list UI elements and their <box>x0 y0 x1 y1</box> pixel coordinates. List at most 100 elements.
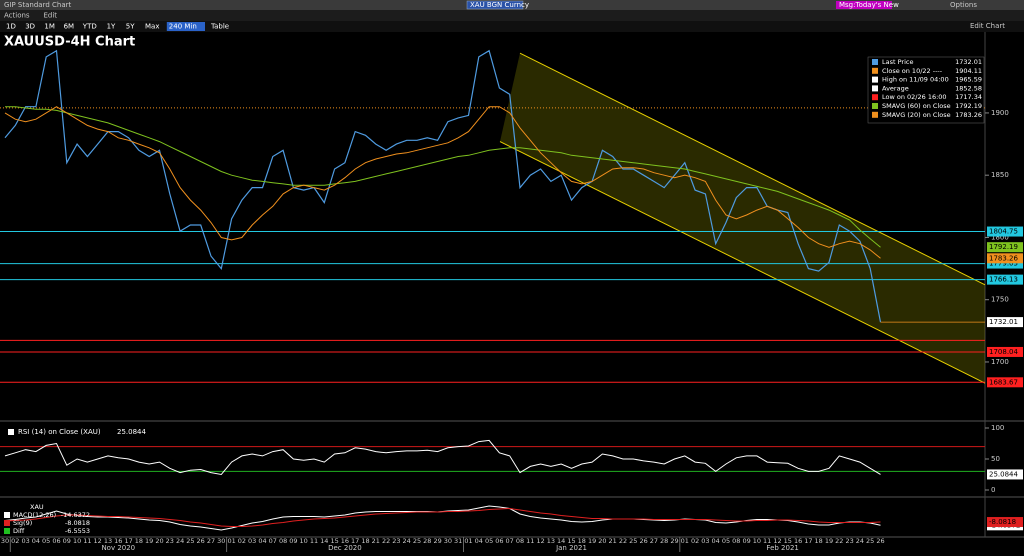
window-title: GIP Standard Chart <box>4 1 71 9</box>
legend-label: Average <box>882 84 909 92</box>
period-button[interactable]: YTD <box>82 23 97 31</box>
price-tag-label: 1732.01 <box>989 318 1018 326</box>
y-tick-label: 50 <box>991 455 1000 463</box>
legend-title: XAU <box>30 503 44 511</box>
channel-upper <box>519 52 986 286</box>
x-tick-label: 01 <box>227 537 235 545</box>
x-tick-label: 06 <box>495 537 503 545</box>
x-tick-label: 31 <box>454 537 462 545</box>
month-label: Nov 2020 <box>101 544 135 552</box>
chart-title: XAUUSD-4H Chart <box>4 35 135 50</box>
x-tick-label: 21 <box>609 537 617 545</box>
x-tick-label: 30 <box>217 537 225 545</box>
legend-swatch <box>4 520 10 526</box>
x-tick-label: 09 <box>63 537 71 545</box>
x-tick-label: 25 <box>629 537 637 545</box>
price-tag-label: 1708.04 <box>989 348 1018 356</box>
period-button[interactable]: Table <box>210 23 229 31</box>
legend-value: 25.0844 <box>117 428 146 436</box>
x-tick-label: 05 <box>485 537 493 545</box>
security-box[interactable] <box>466 0 524 10</box>
x-tick-label: 15 <box>330 537 338 545</box>
legend-label: RSI (14) on Close (XAU) <box>18 428 101 436</box>
legend-swatch <box>872 85 878 92</box>
period-button[interactable]: 6M <box>64 23 75 31</box>
x-tick-label: 26 <box>639 537 647 545</box>
period-button[interactable]: 1Y <box>107 23 116 31</box>
legend-swatch <box>4 512 10 518</box>
x-tick-label: 09 <box>289 537 297 545</box>
y-tick-label: 0 <box>991 486 995 494</box>
x-tick-label: 16 <box>794 537 802 545</box>
x-tick-label: 20 <box>598 537 606 545</box>
x-tick-label: 11 <box>83 537 91 545</box>
x-tick-label: 28 <box>660 537 668 545</box>
x-tick-label: 05 <box>722 537 730 545</box>
price-tag <box>987 226 1023 237</box>
x-tick-label: 23 <box>166 537 174 545</box>
y-tick-label: 1900 <box>991 109 1009 117</box>
security[interactable]: XAU BGN Curncy <box>470 1 529 9</box>
message-box[interactable] <box>836 1 892 9</box>
message[interactable]: Msg:Today's New <box>839 1 899 9</box>
price-tag-label: 1804.75 <box>989 228 1018 236</box>
x-tick-label: 08 <box>279 537 287 545</box>
period-bar <box>0 21 1024 32</box>
x-tick-label: 12 <box>536 537 544 545</box>
period-button[interactable]: 1D <box>6 23 16 31</box>
legend-label: MACD(12,26) <box>13 511 56 519</box>
month-label: Dec 2020 <box>328 544 362 552</box>
period-button[interactable]: 5Y <box>126 23 135 31</box>
legend-value: -14.6372 <box>61 511 90 519</box>
y-tick-label: 100 <box>991 424 1004 432</box>
period-button[interactable]: Max <box>145 23 159 31</box>
x-tick-label: 02 <box>691 537 699 545</box>
edit-chart[interactable]: Edit Chart <box>970 22 1005 30</box>
x-tick-label: 14 <box>557 537 565 545</box>
price-tag-label: 1792.19 <box>989 243 1018 251</box>
x-tick-label: 13 <box>104 537 112 545</box>
x-tick-label: 08 <box>516 537 524 545</box>
legend-label: Close on 10/22 ---- <box>882 67 943 75</box>
x-tick-label: 01 <box>464 537 472 545</box>
x-tick-label: 04 <box>475 537 483 545</box>
y-tick-label: 1800 <box>991 233 1009 241</box>
legend-swatch <box>872 103 878 109</box>
price-tag-label: 1783.26 <box>989 254 1018 262</box>
x-tick-label: 30 <box>1 537 9 545</box>
x-tick-label: 05 <box>42 537 50 545</box>
options[interactable]: Options <box>950 1 977 9</box>
legend-label: Last Price <box>882 58 913 66</box>
period-button[interactable]: 3D <box>25 23 35 31</box>
x-tick-label: 17 <box>351 537 359 545</box>
price-tag <box>987 258 1023 269</box>
x-tick-label: 03 <box>248 537 256 545</box>
x-tick-label: 10 <box>753 537 761 545</box>
x-tick-label: 13 <box>547 537 555 545</box>
y-tick-label: 1750 <box>991 296 1009 304</box>
price-tag-label: -8.0818 <box>989 518 1016 526</box>
channel-fill <box>500 53 985 384</box>
menu-item[interactable]: Edit <box>44 12 58 20</box>
active-period <box>166 22 205 31</box>
x-tick-label: 27 <box>650 537 658 545</box>
price-tag-label: 1766.13 <box>989 276 1018 284</box>
menu-bar <box>0 10 1024 21</box>
x-tick-label: 25 <box>866 537 874 545</box>
channel-lower <box>499 141 986 384</box>
legend-value: -8.0818 <box>65 519 90 527</box>
x-tick-label: 19 <box>145 537 153 545</box>
series-line <box>4 106 881 259</box>
period-button[interactable]: 240 Min <box>169 23 197 31</box>
menu-item[interactable]: Actions <box>4 12 30 20</box>
x-tick-label: 18 <box>135 537 143 545</box>
price-tag-label: 1779.03 <box>989 260 1018 268</box>
x-tick-label: 04 <box>712 537 720 545</box>
x-tick-label: 20 <box>155 537 163 545</box>
x-tick-label: 04 <box>32 537 40 545</box>
period-button[interactable]: 1M <box>44 23 55 31</box>
legend-value: 1783.26 <box>955 111 982 119</box>
x-tick-label: 18 <box>578 537 586 545</box>
price-tag <box>987 469 1023 480</box>
x-tick-label: 11 <box>310 537 318 545</box>
